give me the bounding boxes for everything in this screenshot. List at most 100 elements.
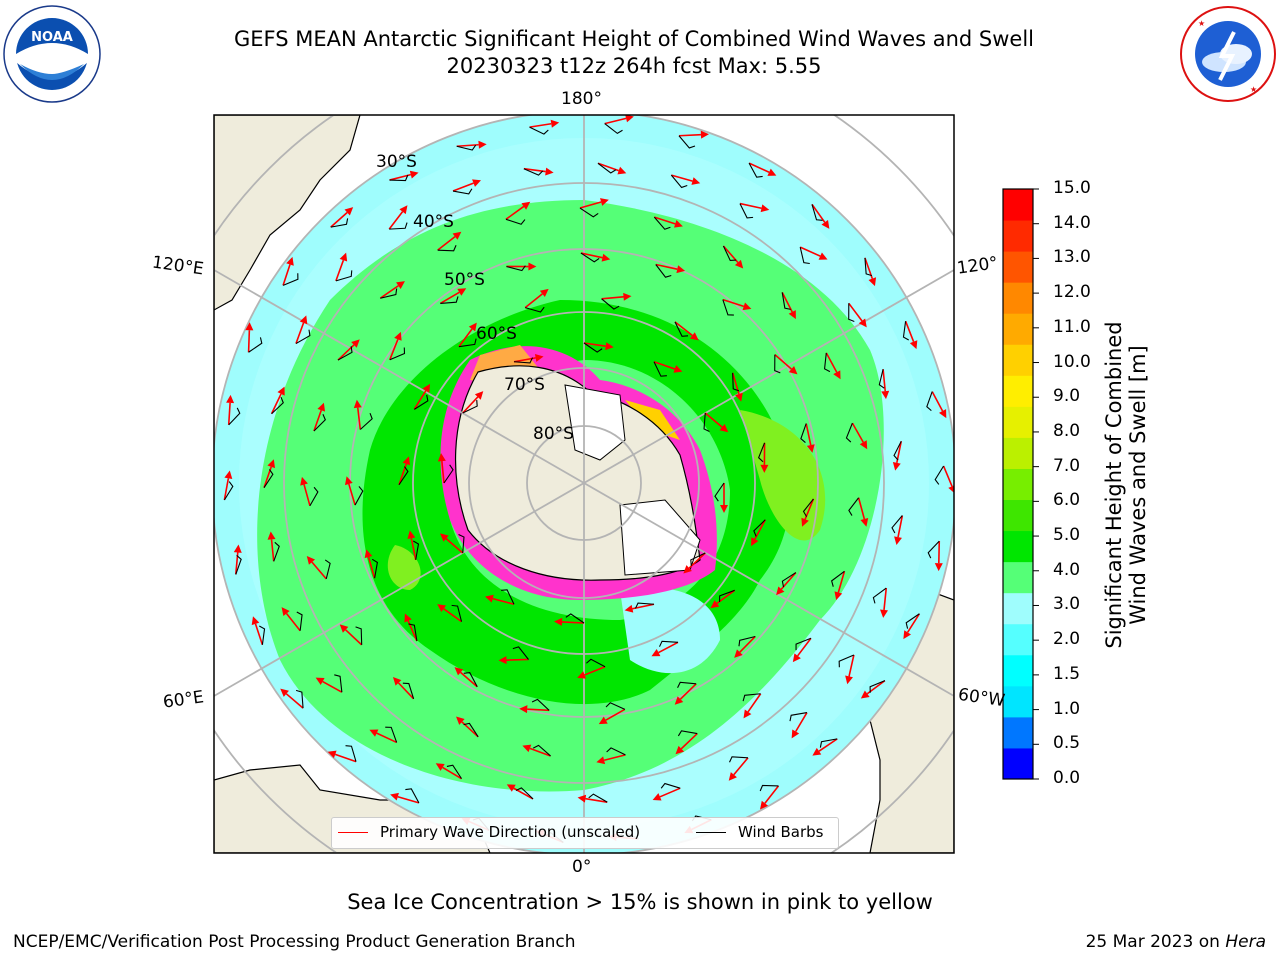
- wave-direction-arrowhead: [710, 600, 720, 609]
- map-legend: Primary Wave Direction (unscaled) Wind B…: [331, 817, 839, 849]
- wave-direction-arrowhead: [245, 322, 254, 331]
- wave-direction-arrowhead: [791, 729, 800, 739]
- wave-direction-arrowhead: [300, 476, 308, 486]
- colorbar-tick-label: 1.5: [1053, 663, 1081, 684]
- graticule: [214, 115, 954, 853]
- wind-barb: [408, 623, 418, 642]
- wind-barb: [722, 245, 737, 262]
- wind-barb: [458, 338, 477, 348]
- wind-barb: [565, 613, 585, 624]
- svg-text:★: ★: [1250, 85, 1257, 94]
- wind-barb: [463, 672, 478, 687]
- wind-barb: [878, 369, 885, 389]
- wave-direction-arrow: [604, 117, 627, 125]
- wave-direction-arrow: [722, 298, 745, 308]
- wave-direction-arrowhead: [821, 220, 830, 229]
- wave-direction-arrow: [295, 322, 305, 344]
- wave-direction-arrowhead: [683, 565, 692, 574]
- wave-direction-arrow: [653, 361, 676, 370]
- wave-direction-arrowhead: [624, 604, 634, 613]
- lat-label-50s: 50°S: [444, 270, 485, 290]
- wave-direction-arrowhead: [734, 259, 744, 269]
- wave-direction-arrow: [410, 538, 417, 560]
- wave-direction-arrow: [659, 787, 681, 798]
- colorbar-tick-label: 7.0: [1053, 455, 1081, 476]
- colorbar-tick-label: 4.0: [1053, 559, 1081, 580]
- wind-barb: [443, 464, 454, 484]
- australia-landmass: [214, 115, 361, 311]
- wave-direction-arrow: [313, 409, 322, 432]
- wind-barb: [869, 680, 886, 693]
- wind-barb: [271, 397, 284, 415]
- colorbar-swatch: [1003, 282, 1033, 314]
- wind-barb: [359, 412, 373, 430]
- wave-direction-arrow: [671, 174, 693, 182]
- wind-barb: [848, 497, 860, 516]
- wave-direction-arrow: [811, 203, 826, 223]
- wave-direction-arrowhead: [534, 353, 544, 362]
- wave-direction-arrow: [348, 483, 356, 506]
- noaa-logo-text: NOAA: [31, 30, 73, 45]
- wave-direction-arrowhead: [691, 177, 701, 185]
- wave-direction-arrowhead: [472, 179, 481, 187]
- map-frame: [213, 114, 955, 854]
- wave-direction-arrowhead: [454, 667, 464, 676]
- wave-direction-arrow: [904, 320, 915, 343]
- wind-barb: [505, 218, 526, 225]
- wind-barb: [462, 400, 478, 414]
- wind-barb: [248, 337, 263, 353]
- wind-barb: [748, 162, 763, 178]
- wave-direction-arrow: [781, 292, 793, 313]
- wave-direction-arrow: [883, 587, 888, 611]
- chart-title: GEFS MEAN Antarctic Significant Height o…: [233, 27, 1035, 51]
- colorbar-tick-label: 6.0: [1053, 490, 1081, 511]
- wave-direction-arrow: [462, 396, 479, 414]
- wave-direction-arrow: [254, 623, 264, 646]
- wave-direction-arrowhead: [742, 302, 752, 311]
- wave-direction-arrow: [584, 666, 606, 676]
- wave-direction-arrow: [223, 478, 230, 501]
- wave-direction-arrowhead: [306, 556, 316, 565]
- wind-barb: [440, 296, 459, 304]
- wave-direction-arrowhead: [251, 616, 260, 626]
- colorbar-swatch: [1003, 685, 1033, 718]
- wave-direction-arrowhead: [894, 536, 902, 545]
- wind-barb: [337, 346, 353, 361]
- wind-barb: [714, 482, 725, 502]
- sea-ice-note: Sea Ice Concentration > 15% is shown in …: [347, 890, 933, 914]
- wave-direction-arrowhead: [601, 253, 611, 262]
- colorbar-tick-label: 5.0: [1053, 525, 1081, 546]
- footer-credit: NCEP/EMC/Verification Post Processing Pr…: [13, 932, 576, 952]
- colorbar-swatch: [1003, 189, 1033, 221]
- wave-direction-arrowhead: [577, 794, 587, 803]
- wave-direction-arrow: [603, 754, 626, 762]
- wind-barb: [330, 218, 349, 228]
- wind-barb: [389, 222, 408, 230]
- wave-direction-arrowhead: [435, 763, 445, 771]
- wind-barb: [811, 204, 823, 221]
- wave-direction-arrow: [227, 402, 231, 425]
- colorbar-swatch: [1003, 654, 1033, 687]
- wave-direction-arrowhead: [845, 675, 853, 685]
- wind-barb: [371, 558, 378, 579]
- wind-barb: [753, 519, 766, 537]
- wind-barb: [273, 541, 280, 562]
- wave-direction-arrowhead: [299, 315, 308, 325]
- wave-direction-arrow: [583, 342, 606, 347]
- colorbar-frame: [1002, 188, 1034, 780]
- wave-direction-arrow: [654, 216, 676, 225]
- colorbar-tick-label: 11.0: [1053, 316, 1091, 337]
- wave-direction-arrow: [376, 732, 397, 744]
- wave-direction-arrowhead: [478, 140, 487, 149]
- wind-barb: [389, 174, 409, 182]
- wave-direction-arrow: [818, 738, 838, 752]
- colorbar-swatch: [1003, 747, 1033, 780]
- wind-barb: [446, 764, 462, 779]
- wave-direction-arrowhead: [233, 544, 242, 553]
- wave-direction-arrowhead: [881, 390, 890, 400]
- wind-barb: [223, 481, 234, 501]
- wave-direction-arrow: [388, 211, 404, 230]
- wind-barb: [926, 391, 933, 412]
- wave-direction-arrowhead: [404, 613, 412, 623]
- wave-direction-arrowhead: [554, 617, 563, 626]
